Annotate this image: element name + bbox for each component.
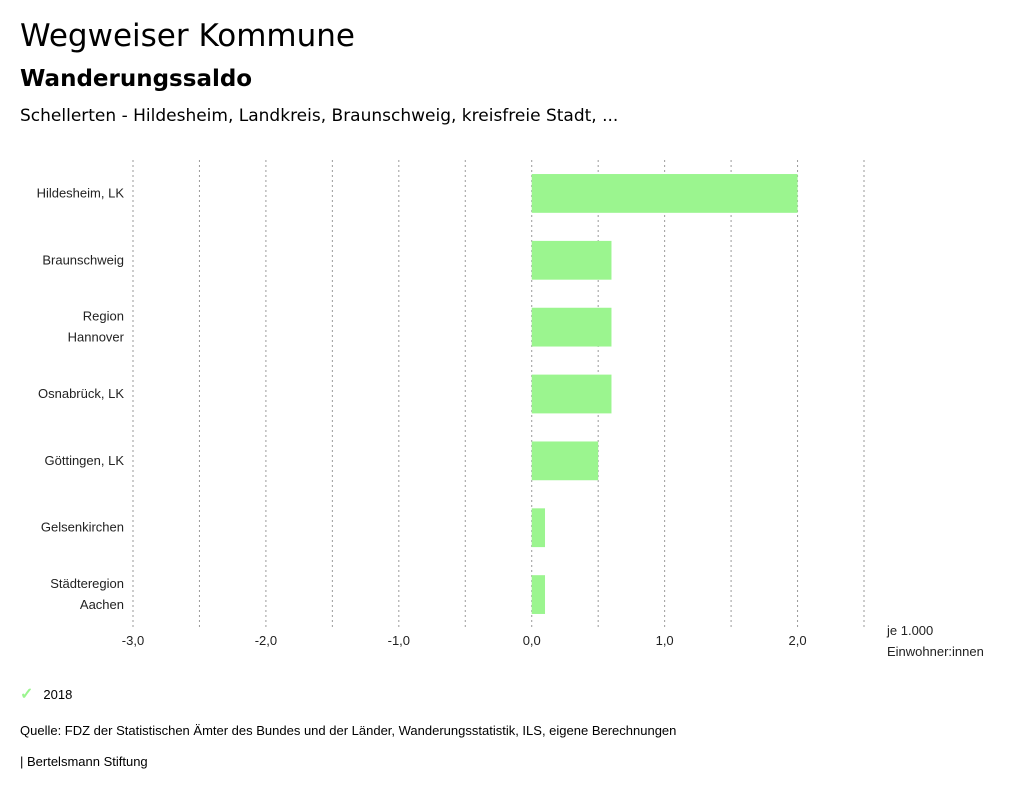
- x-tick-label: -1,0: [388, 633, 410, 648]
- bar-layer: [531, 174, 798, 614]
- category-label: Städteregion: [50, 576, 124, 591]
- bar[interactable]: [531, 240, 612, 280]
- category-label: Region: [83, 309, 124, 324]
- legend-label: 2018: [43, 686, 73, 702]
- unit-label: Einwohner:innen: [887, 644, 984, 659]
- bar[interactable]: [531, 508, 546, 548]
- check-icon: ✓: [20, 686, 34, 703]
- x-tick-label: 1,0: [656, 633, 674, 648]
- bar[interactable]: [531, 374, 612, 414]
- x-tick-label: 2,0: [789, 633, 807, 648]
- legend[interactable]: ✓ 2018: [20, 684, 72, 704]
- region-label: Schellerten - Hildesheim, Landkreis, Bra…: [20, 106, 619, 126]
- category-label: Braunschweig: [42, 252, 124, 267]
- source-note: Quelle: FDZ der Statistischen Ämter des …: [20, 723, 677, 738]
- bar[interactable]: [531, 441, 599, 481]
- label-layer: -3,0 -2,0 -1,0 0,0 1,0 2,0 je 1.000 Einwohner:i…: [37, 185, 984, 659]
- brand-label: | Bertelsmann Stiftung: [20, 754, 148, 769]
- bar-chart: -3,0 -2,0 -1,0 0,0 1,0 2,0 je 1.000 Einwohner:i…: [37, 160, 984, 659]
- grid-layer: [132, 160, 865, 628]
- x-tick-label: 0,0: [523, 633, 541, 648]
- chart-subtitle: Wanderungssaldo: [20, 66, 253, 92]
- bar[interactable]: [531, 575, 546, 614]
- category-label: Göttingen, LK: [45, 453, 125, 468]
- bar[interactable]: [531, 174, 798, 213]
- x-tick-label: -3,0: [122, 633, 144, 648]
- page-title: Wegweiser Kommune: [20, 18, 355, 54]
- bar[interactable]: [531, 307, 612, 347]
- category-label: Aachen: [80, 597, 124, 612]
- unit-label: je 1.000: [886, 623, 933, 638]
- category-label: Hildesheim, LK: [37, 185, 125, 200]
- category-label: Hannover: [68, 330, 125, 345]
- category-label: Osnabrück, LK: [38, 386, 124, 401]
- x-tick-label: -2,0: [255, 633, 277, 648]
- category-label: Gelsenkirchen: [41, 520, 124, 535]
